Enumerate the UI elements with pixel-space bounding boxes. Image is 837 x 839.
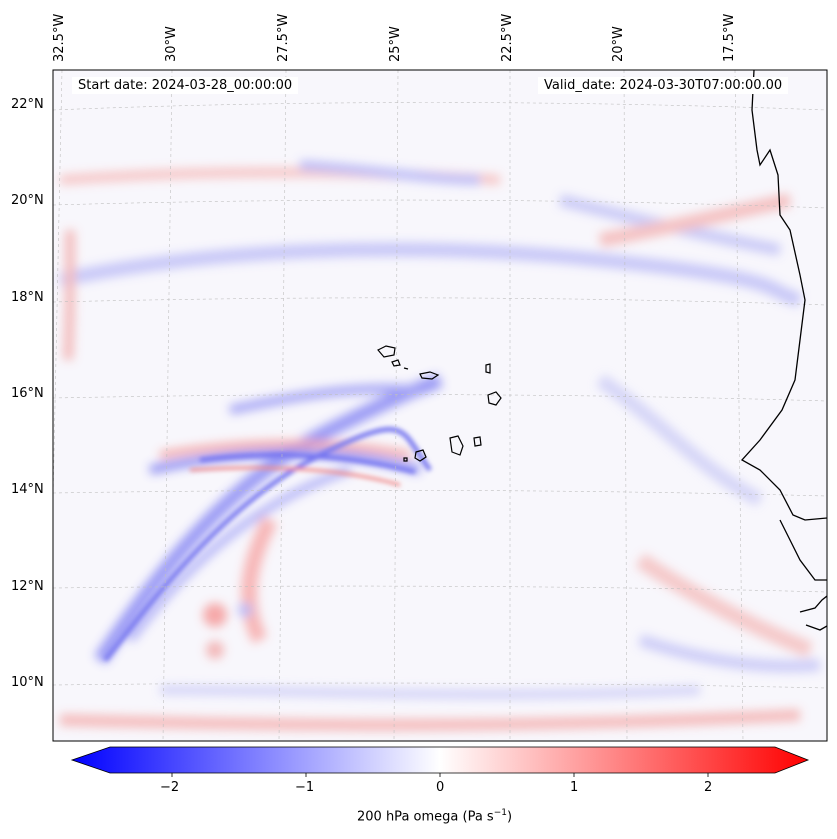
colorbar-body xyxy=(70,746,810,774)
colorbar-tick-2: 2 xyxy=(704,780,713,795)
colorbar-label: 200 hPa omega (Pa s−1) xyxy=(357,808,512,824)
lat-label-16n: 16°N xyxy=(11,386,44,401)
lat-label-22n: 22°N xyxy=(11,97,44,112)
colorbar-tick-0: 0 xyxy=(436,780,445,795)
lat-label-10n: 10°N xyxy=(11,675,44,690)
start-date-label: Start date: 2024-03-28_00:00:00 xyxy=(72,77,299,94)
lat-label-14n: 14°N xyxy=(11,482,44,497)
lon-label-17-5w: 17.5°W xyxy=(722,13,737,62)
colorbar-tick-neg2: −2 xyxy=(160,780,180,795)
lon-label-27-5w: 27.5°W xyxy=(276,13,291,62)
colorbar-tick-marks xyxy=(171,773,709,777)
gridlines xyxy=(53,70,827,741)
coastline xyxy=(740,70,827,631)
colorbar-label-sup: −1 xyxy=(493,808,507,818)
colorbar xyxy=(70,746,810,777)
lon-label-22-5w: 22.5°W xyxy=(500,13,515,62)
map-frame xyxy=(52,69,828,742)
omega-field xyxy=(53,70,827,741)
lon-label-30w: 30°W xyxy=(164,26,179,62)
colorbar-tick-1: 1 xyxy=(570,780,579,795)
lon-label-32-5w: 32.5°W xyxy=(52,13,67,62)
lon-label-20w: 20°W xyxy=(611,26,626,62)
valid-date-label: Valid_date: 2024-03-30T07:00:00.00 xyxy=(538,77,789,94)
colorbar-label-main: 200 hPa omega (Pa s xyxy=(357,809,494,825)
lon-label-25w: 25°W xyxy=(388,26,403,62)
lat-label-12n: 12°N xyxy=(11,579,44,594)
colorbar-tick-neg1: −1 xyxy=(295,780,315,795)
lat-label-20n: 20°N xyxy=(11,193,44,208)
lat-label-18n: 18°N xyxy=(11,290,44,305)
cape-verde-islands xyxy=(377,345,502,462)
colorbar-label-end: ) xyxy=(506,809,513,825)
